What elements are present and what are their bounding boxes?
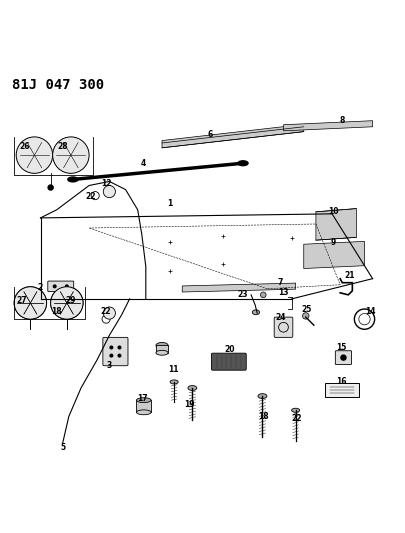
Text: 26: 26	[19, 142, 30, 151]
Ellipse shape	[136, 398, 151, 402]
Text: 12: 12	[101, 179, 111, 188]
Ellipse shape	[68, 177, 78, 182]
FancyBboxPatch shape	[211, 353, 246, 370]
Text: 25: 25	[302, 304, 312, 313]
Ellipse shape	[252, 310, 260, 314]
Polygon shape	[182, 283, 296, 292]
Circle shape	[14, 287, 47, 319]
Polygon shape	[284, 120, 373, 131]
Text: 17: 17	[137, 394, 148, 402]
Circle shape	[303, 313, 309, 319]
Circle shape	[51, 287, 83, 319]
Circle shape	[47, 184, 54, 191]
Text: 1: 1	[168, 199, 173, 208]
Ellipse shape	[170, 380, 178, 384]
FancyBboxPatch shape	[103, 337, 128, 366]
Text: 10: 10	[328, 207, 339, 216]
Text: 3: 3	[107, 361, 112, 370]
Bar	[136, 400, 151, 413]
Ellipse shape	[156, 342, 168, 349]
Text: 18: 18	[51, 306, 62, 316]
FancyBboxPatch shape	[335, 351, 352, 365]
Polygon shape	[304, 241, 364, 269]
Text: 5: 5	[60, 443, 65, 453]
Circle shape	[109, 345, 113, 350]
Text: 20: 20	[224, 345, 235, 354]
Text: 16: 16	[337, 377, 347, 386]
Circle shape	[51, 287, 83, 319]
Circle shape	[14, 287, 47, 319]
Ellipse shape	[156, 350, 168, 355]
Ellipse shape	[292, 408, 300, 413]
Circle shape	[340, 354, 347, 361]
Polygon shape	[162, 124, 304, 148]
Text: 22: 22	[292, 414, 302, 423]
Text: 29: 29	[66, 296, 76, 305]
Ellipse shape	[258, 394, 267, 399]
Text: 14: 14	[365, 306, 376, 316]
Circle shape	[65, 284, 69, 288]
Ellipse shape	[238, 161, 248, 166]
Text: 4: 4	[141, 159, 146, 168]
Ellipse shape	[188, 385, 197, 391]
Text: 7: 7	[278, 278, 284, 287]
Circle shape	[117, 353, 121, 358]
FancyBboxPatch shape	[274, 317, 293, 337]
Bar	[325, 383, 359, 397]
Text: 23: 23	[237, 290, 247, 300]
Text: 6: 6	[208, 131, 213, 139]
Circle shape	[260, 292, 266, 298]
Text: 18: 18	[258, 412, 269, 421]
Circle shape	[53, 284, 57, 288]
Circle shape	[109, 353, 113, 358]
Text: 9: 9	[330, 238, 335, 247]
Polygon shape	[316, 208, 356, 240]
Text: 22: 22	[86, 192, 96, 201]
Text: 11: 11	[168, 365, 178, 374]
Text: 13: 13	[278, 288, 289, 297]
Text: 15: 15	[336, 343, 347, 352]
Text: 2: 2	[38, 284, 43, 293]
Text: 81J 047 300: 81J 047 300	[12, 78, 104, 92]
Text: 27: 27	[16, 296, 27, 305]
Circle shape	[16, 137, 53, 173]
FancyBboxPatch shape	[48, 281, 74, 292]
Text: 24: 24	[276, 313, 286, 321]
Text: 28: 28	[58, 142, 68, 151]
Bar	[156, 345, 168, 353]
Circle shape	[103, 307, 115, 319]
Text: 8: 8	[339, 116, 345, 125]
Circle shape	[53, 137, 89, 173]
Circle shape	[103, 185, 115, 198]
Text: 22: 22	[100, 306, 111, 316]
Ellipse shape	[136, 410, 151, 415]
Text: 19: 19	[184, 400, 195, 409]
Circle shape	[117, 345, 121, 350]
Text: 21: 21	[345, 271, 355, 280]
